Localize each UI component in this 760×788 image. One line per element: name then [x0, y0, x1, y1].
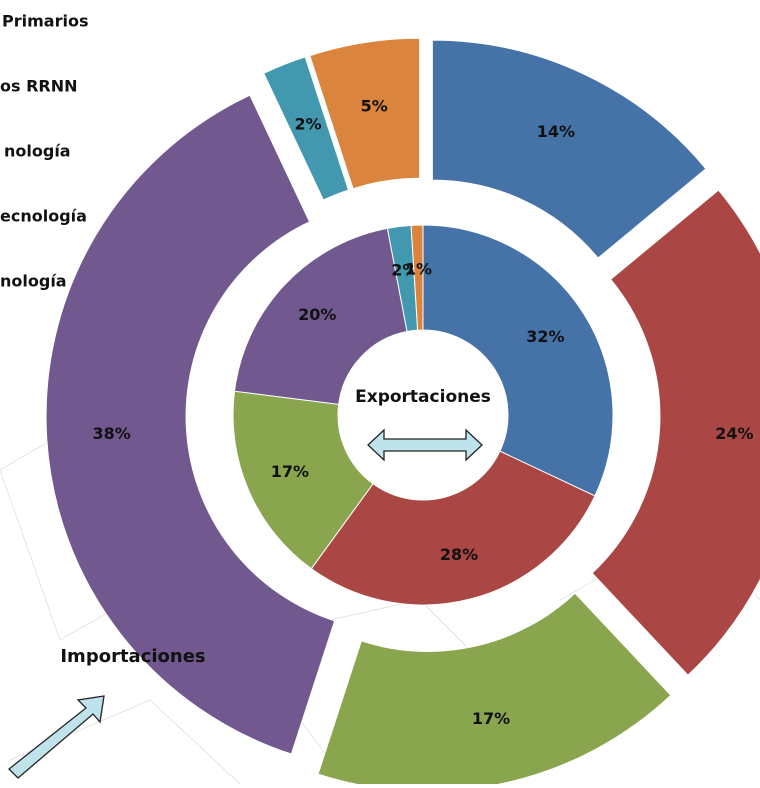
- data-label: 2%: [295, 114, 322, 133]
- donut-segment: [422, 224, 614, 497]
- donut-segment: [233, 227, 408, 405]
- series-label: Importaciones: [60, 646, 205, 667]
- legend-label: os RRNN: [0, 77, 78, 96]
- data-label: 5%: [361, 96, 388, 115]
- data-label: 17%: [472, 709, 510, 728]
- donut-segment: [431, 39, 707, 259]
- data-label: 32%: [526, 327, 564, 346]
- donut-segment: [263, 56, 350, 201]
- legend-label: Primarios: [2, 12, 88, 31]
- donut-segment: [309, 37, 421, 190]
- arrows: [8, 428, 483, 779]
- donut-segment: [591, 189, 760, 676]
- donut-segment: [232, 390, 374, 570]
- legend-label: ecnología: [0, 207, 87, 226]
- data-label: 28%: [440, 545, 478, 564]
- data-label: 17%: [271, 462, 309, 481]
- data-label: 1%: [405, 260, 432, 279]
- data-label: 38%: [92, 424, 130, 443]
- donut-segment: [45, 94, 336, 755]
- data-label: 20%: [298, 305, 336, 324]
- data-label: 2%: [391, 261, 418, 280]
- legend-label: nología: [4, 142, 71, 161]
- data-label: 24%: [715, 424, 753, 443]
- donut-segment: [317, 592, 672, 788]
- data-label: 14%: [537, 122, 575, 141]
- legend-label: nología: [0, 272, 67, 291]
- series-label: Exportaciones: [355, 387, 491, 407]
- donut-segment: [310, 450, 596, 606]
- donut-segment: [410, 224, 424, 331]
